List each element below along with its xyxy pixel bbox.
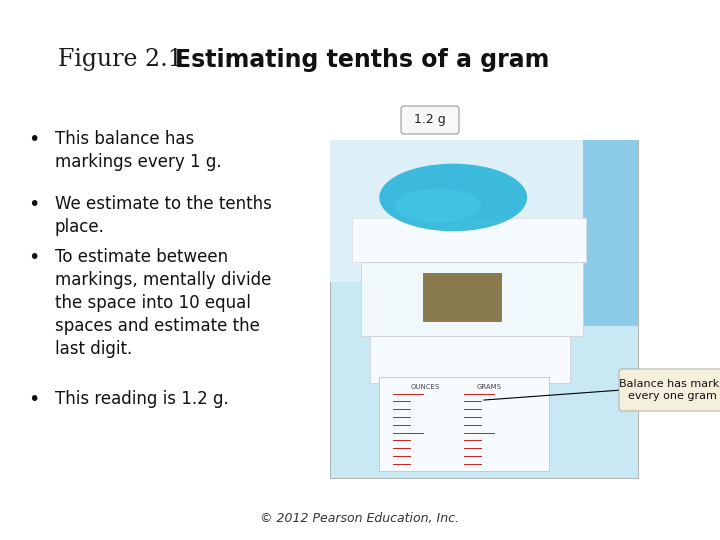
Text: •: •: [28, 248, 40, 267]
Text: Estimating tenths of a gram: Estimating tenths of a gram: [175, 48, 549, 72]
Ellipse shape: [395, 188, 481, 222]
Text: Figure 2.1: Figure 2.1: [58, 48, 190, 71]
FancyBboxPatch shape: [582, 140, 638, 326]
FancyBboxPatch shape: [619, 369, 720, 411]
FancyBboxPatch shape: [379, 376, 549, 471]
Text: To estimate between
markings, mentally divide
the space into 10 equal
spaces and: To estimate between markings, mentally d…: [55, 248, 271, 357]
Text: •: •: [28, 130, 40, 149]
Text: 1.2 g: 1.2 g: [414, 113, 446, 126]
Text: We estimate to the tenths
place.: We estimate to the tenths place.: [55, 195, 272, 236]
FancyBboxPatch shape: [361, 262, 582, 336]
FancyBboxPatch shape: [370, 336, 570, 383]
FancyBboxPatch shape: [351, 218, 585, 262]
Text: This reading is 1.2 g.: This reading is 1.2 g.: [55, 390, 229, 408]
Text: OUNCES: OUNCES: [410, 384, 440, 390]
FancyBboxPatch shape: [330, 140, 638, 282]
Text: GRAMS: GRAMS: [477, 384, 502, 390]
Text: •: •: [28, 195, 40, 214]
FancyBboxPatch shape: [423, 273, 500, 321]
Text: © 2012 Pearson Education, Inc.: © 2012 Pearson Education, Inc.: [261, 512, 459, 525]
Text: Balance has marks
every one gram: Balance has marks every one gram: [619, 379, 720, 401]
Text: •: •: [28, 390, 40, 409]
Ellipse shape: [379, 164, 527, 231]
FancyBboxPatch shape: [330, 140, 638, 478]
Text: This balance has
markings every 1 g.: This balance has markings every 1 g.: [55, 130, 222, 171]
FancyBboxPatch shape: [401, 106, 459, 134]
